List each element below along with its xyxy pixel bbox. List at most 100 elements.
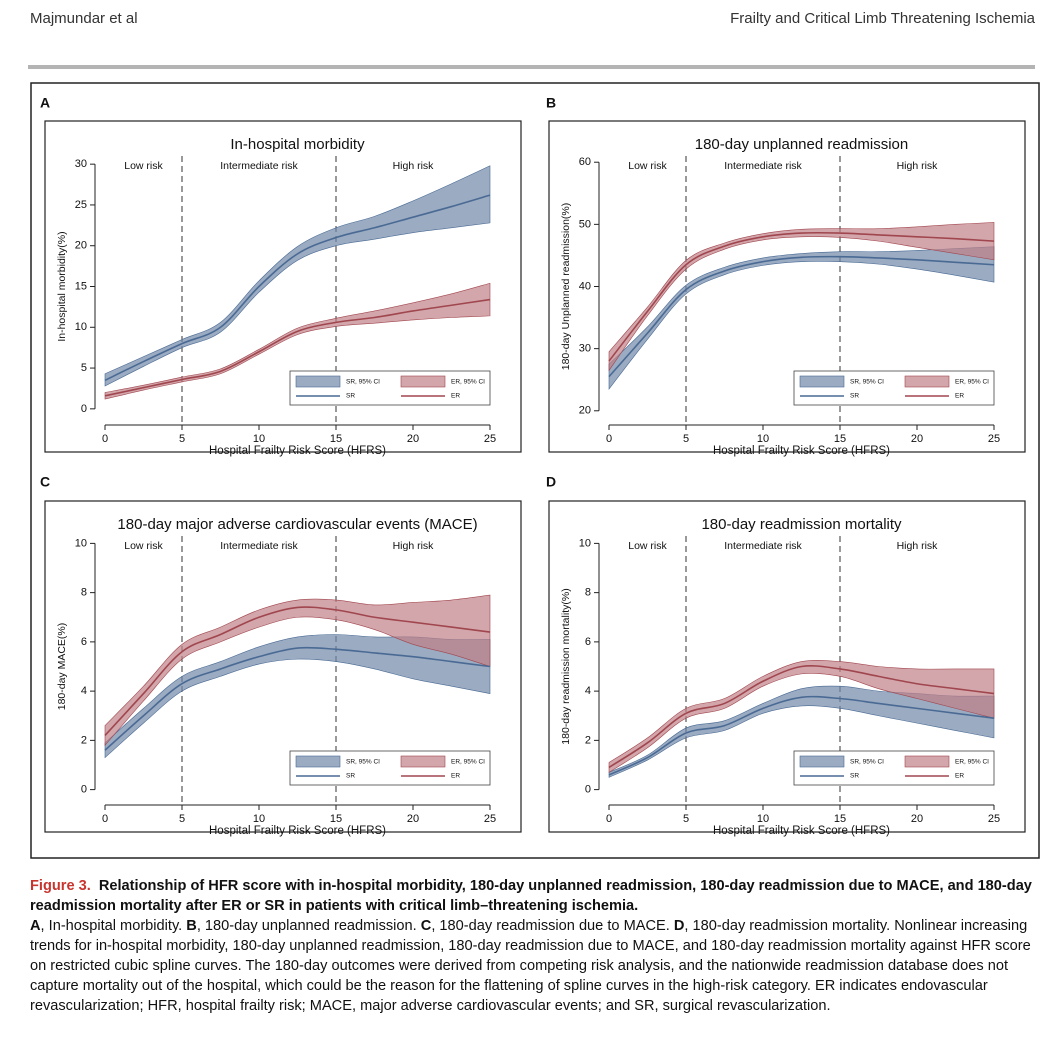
panel-label: B [546, 95, 556, 111]
x-tick-label: 5 [179, 813, 185, 825]
ci-band [104, 634, 491, 759]
running-head: Majmundar et al [30, 10, 138, 27]
x-axis-label: Hospital Frailty Risk Score (HFRS) [713, 825, 890, 837]
caption-panel-text: , 180-day unplanned readmission. [196, 918, 417, 934]
legend-label: ER, 95% CI [451, 379, 485, 386]
x-tick-label: 10 [253, 433, 265, 445]
zone-label: Low risk [628, 540, 667, 552]
line [104, 606, 491, 736]
line [608, 664, 995, 769]
x-tick-label: 20 [407, 433, 419, 445]
legend-label: ER [451, 393, 460, 400]
y-tick-label: 20 [579, 405, 591, 417]
caption-panel-letter: C [420, 918, 432, 934]
line [104, 646, 491, 751]
panel-frame [548, 500, 1026, 833]
ci-band [608, 685, 995, 778]
chart-title: 180-day readmission mortality [701, 516, 902, 533]
x-tick-label: 25 [988, 813, 1000, 825]
legend-swatch [904, 375, 950, 388]
legend-label: SR [346, 773, 355, 780]
panel-frame [548, 120, 1026, 453]
y-tick-label: 6 [585, 636, 591, 648]
chart-title: 180-day unplanned readmission [695, 136, 908, 153]
legend-label: ER [955, 393, 964, 400]
ci-band [608, 222, 995, 372]
x-tick-label: 0 [102, 813, 108, 825]
panel-frame [44, 500, 522, 833]
legend-swatch [799, 755, 845, 768]
ci-band [608, 246, 995, 390]
legend-label: SR, 95% CI [850, 379, 884, 386]
line [104, 194, 491, 382]
x-tick-label: 15 [330, 433, 342, 445]
legend-label: ER [451, 773, 460, 780]
y-axis-label: 180-day MACE(%) [56, 623, 68, 711]
legend-label: ER, 95% CI [451, 759, 485, 766]
y-tick-label: 25 [75, 199, 87, 211]
x-tick-label: 25 [988, 433, 1000, 445]
x-tick-label: 20 [911, 813, 923, 825]
x-tick-label: 25 [484, 813, 496, 825]
legend-label: SR, 95% CI [850, 759, 884, 766]
panel-frame [44, 120, 522, 453]
legend-swatch [400, 375, 446, 388]
y-axis-label: In-hospital morbidity(%) [56, 231, 68, 341]
panel-label: A [40, 95, 50, 111]
zone-label: High risk [393, 160, 435, 172]
y-tick-label: 2 [585, 734, 591, 746]
x-tick-label: 10 [253, 813, 265, 825]
y-tick-label: 0 [81, 784, 87, 796]
y-axis-label: 180-day Unplanned readmission(%) [560, 203, 572, 371]
x-tick-label: 15 [834, 813, 846, 825]
line [104, 298, 491, 397]
panel-label: D [546, 474, 556, 490]
y-tick-label: 2 [81, 734, 87, 746]
rule [28, 65, 1035, 69]
running-head: Frailty and Critical Limb Threatening Is… [730, 10, 1035, 27]
legend-label: SR [850, 773, 859, 780]
caption-text: Nonlinear increasing trends for in-hospi… [30, 918, 1031, 1014]
y-tick-label: 8 [585, 587, 591, 599]
y-tick-label: 10 [579, 537, 591, 549]
y-tick-label: 5 [81, 362, 87, 374]
y-tick-label: 50 [579, 218, 591, 230]
y-tick-label: 0 [81, 403, 87, 415]
legend-swatch [799, 375, 845, 388]
legend-label: SR, 95% CI [346, 759, 380, 766]
legend-label: SR, 95% CI [346, 379, 380, 386]
caption-panel-letter: D [673, 918, 685, 934]
chart-title: 180-day major adverse cardiovascular eve… [117, 516, 477, 533]
caption-panel-letter: A [30, 918, 41, 934]
caption-panel-text: , In-hospital morbidity. [40, 918, 183, 934]
x-tick-label: 20 [407, 813, 419, 825]
x-axis-label: Hospital Frailty Risk Score (HFRS) [209, 445, 386, 457]
zone-label: Intermediate risk [220, 160, 298, 172]
x-tick-label: 5 [179, 433, 185, 445]
x-tick-label: 0 [606, 433, 612, 445]
panel-label: C [40, 474, 50, 490]
zone-label: Intermediate risk [724, 160, 802, 172]
x-tick-label: 0 [102, 433, 108, 445]
line [608, 231, 995, 362]
caption: Figure 3. Relationship of HFR score with … [30, 876, 1038, 1016]
y-tick-label: 10 [75, 321, 87, 333]
zone-label: High risk [393, 540, 435, 552]
x-tick-label: 5 [683, 433, 689, 445]
zone-label: High risk [897, 540, 939, 552]
x-tick-label: 15 [834, 433, 846, 445]
chart-title: In-hospital morbidity [230, 136, 365, 153]
caption-panel-text: , 180-day readmission due to MACE. [431, 918, 670, 934]
zone-label: Intermediate risk [724, 540, 802, 552]
y-tick-label: 60 [579, 156, 591, 168]
y-tick-label: 0 [585, 784, 591, 796]
legend-label: ER, 95% CI [955, 379, 989, 386]
x-tick-label: 15 [330, 813, 342, 825]
caption-body: A, In-hospital morbidity. B, 180-day unp… [30, 918, 1031, 1014]
y-tick-label: 10 [75, 537, 87, 549]
caption-title: Relationship of HFR score with in-hospit… [30, 878, 1032, 914]
legend-label: SR [850, 393, 859, 400]
legend-swatch [400, 755, 446, 768]
